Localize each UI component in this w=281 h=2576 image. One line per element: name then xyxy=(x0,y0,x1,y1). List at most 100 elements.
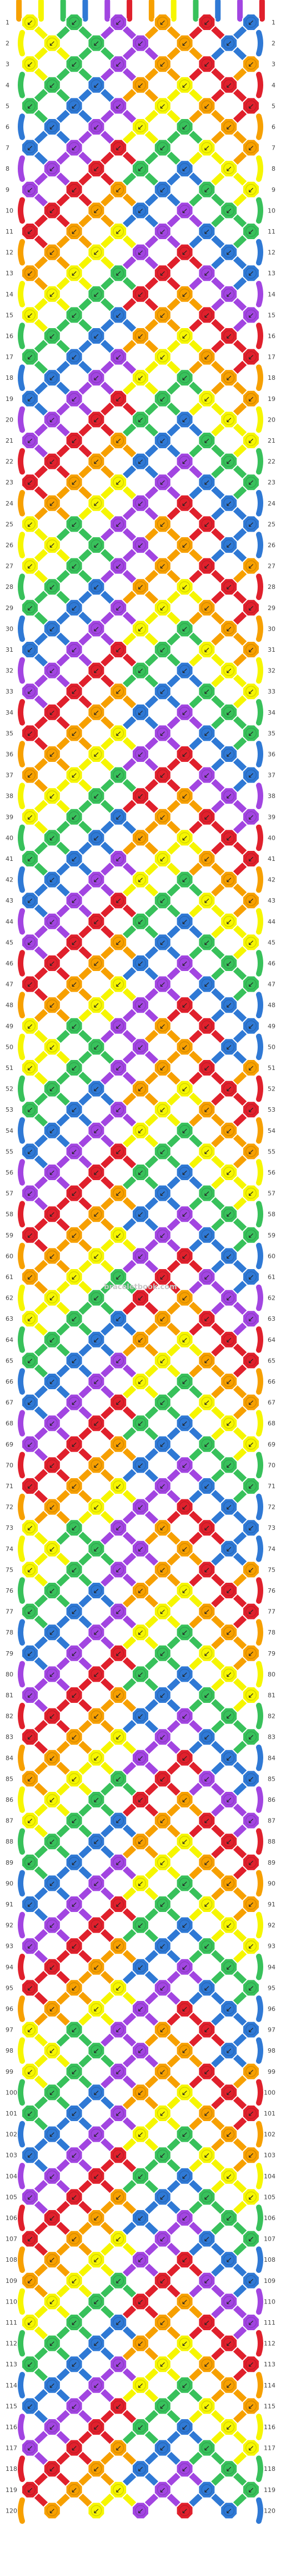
knot: ↙ xyxy=(220,1163,238,1181)
edge-strand xyxy=(18,2163,25,2189)
knot: ↙ xyxy=(220,1205,238,1223)
row-number: 74 xyxy=(268,1545,275,1553)
knot: ↙ xyxy=(87,285,106,303)
knot: ↙ xyxy=(153,2062,172,2080)
row-number: 81 xyxy=(268,1692,275,1699)
knot-direction-arrow: ↙ xyxy=(182,81,188,90)
knot: ↙ xyxy=(21,598,39,617)
row-number: 70 xyxy=(6,1462,13,1469)
knot: ↙ xyxy=(109,1101,128,1119)
knot-direction-arrow: ↙ xyxy=(93,2214,100,2223)
knot-direction-arrow: ↙ xyxy=(159,520,166,529)
knot-direction-arrow: ↙ xyxy=(182,2297,188,2306)
knot: ↙ xyxy=(65,1979,83,1997)
knot-direction-arrow: ↙ xyxy=(49,1252,56,1261)
edge-strand xyxy=(256,1368,263,1395)
knot-direction-arrow: ↙ xyxy=(225,249,232,257)
row-number: 42 xyxy=(268,876,275,884)
knot-direction-arrow: ↙ xyxy=(225,1628,232,1637)
knot-direction-arrow: ↙ xyxy=(71,2319,78,2327)
knot: ↙ xyxy=(153,55,172,73)
edge-strand xyxy=(256,1326,263,1353)
knot-direction-arrow: ↙ xyxy=(49,1587,56,1596)
knot-direction-arrow: ↙ xyxy=(182,2131,188,2139)
knot: ↙ xyxy=(21,2355,39,2374)
knot: ↙ xyxy=(65,1602,83,1621)
row-number: 55 xyxy=(268,1148,275,1155)
knot: ↙ xyxy=(242,1728,260,1746)
knot-direction-arrow: ↙ xyxy=(204,2193,210,2202)
knot: ↙ xyxy=(220,2292,238,2311)
knot: ↙ xyxy=(242,766,260,784)
edge-strand xyxy=(18,1284,25,1311)
knot-direction-arrow: ↙ xyxy=(159,144,166,153)
knot: ↙ xyxy=(242,432,260,449)
row-number: 77 xyxy=(6,1608,13,1616)
knot-direction-arrow: ↙ xyxy=(27,395,33,404)
row-number: 21 xyxy=(268,437,275,444)
knot: ↙ xyxy=(21,348,39,366)
knot: ↙ xyxy=(220,1539,238,1558)
knot-direction-arrow: ↙ xyxy=(49,374,56,383)
knot-direction-arrow: ↙ xyxy=(27,855,33,864)
knot: ↙ xyxy=(87,2460,106,2478)
knot-direction-arrow: ↙ xyxy=(159,269,166,278)
knot-direction-arrow: ↙ xyxy=(182,709,188,717)
edge-strand xyxy=(256,1284,263,1311)
row-number: 38 xyxy=(268,792,275,800)
knot: ↙ xyxy=(175,1121,194,1140)
knot-direction-arrow: ↙ xyxy=(225,1419,232,1428)
watermark: braceletbook.com xyxy=(104,1283,177,1291)
knot-direction-arrow: ↙ xyxy=(115,1147,122,1156)
knot: ↙ xyxy=(43,1748,61,1767)
knot-direction-arrow: ↙ xyxy=(137,415,144,424)
knot-direction-arrow: ↙ xyxy=(182,2088,188,2097)
knot-direction-arrow: ↙ xyxy=(137,1837,144,1846)
edge-strand xyxy=(18,615,25,642)
knot-direction-arrow: ↙ xyxy=(137,206,144,215)
knot: ↙ xyxy=(132,2042,149,2060)
knot-direction-arrow: ↙ xyxy=(115,437,122,445)
edge-strand xyxy=(18,1493,25,1520)
knot-direction-arrow: ↙ xyxy=(225,1210,232,1219)
knot-direction-arrow: ↙ xyxy=(93,750,100,759)
knot-direction-arrow: ↙ xyxy=(159,729,166,738)
row-number: 59 xyxy=(268,1232,275,1239)
knot: ↙ xyxy=(21,850,39,868)
knot-direction-arrow: ↙ xyxy=(137,2088,144,2097)
knot-direction-arrow: ↙ xyxy=(115,1231,122,1240)
knot: ↙ xyxy=(175,76,194,94)
knot: ↙ xyxy=(87,1163,106,1181)
knot: ↙ xyxy=(175,1916,194,1934)
knot-direction-arrow: ↙ xyxy=(182,123,188,132)
knot-direction-arrow: ↙ xyxy=(248,1022,254,1031)
row-number: 16 xyxy=(268,333,275,340)
knot-direction-arrow: ↙ xyxy=(225,667,232,676)
row-number: 3 xyxy=(6,61,9,68)
knot-direction-arrow: ↙ xyxy=(225,1127,232,1136)
knot: ↙ xyxy=(153,473,172,492)
knot: ↙ xyxy=(132,1289,149,1307)
knot: ↙ xyxy=(198,1310,216,1328)
knot: ↙ xyxy=(153,1477,172,1495)
knot: ↙ xyxy=(21,1811,39,1830)
knot: ↙ xyxy=(153,2314,172,2331)
knot-direction-arrow: ↙ xyxy=(204,437,210,445)
knot: ↙ xyxy=(242,1979,260,1997)
edge-strand xyxy=(256,448,263,475)
edge-strand xyxy=(18,1619,25,1646)
knot: ↙ xyxy=(153,1602,172,1621)
knot: ↙ xyxy=(21,2480,39,2499)
knot: ↙ xyxy=(132,327,149,345)
knot: ↙ xyxy=(220,2167,238,2185)
knot-direction-arrow: ↙ xyxy=(248,2193,254,2202)
row-number: 109 xyxy=(264,2277,275,2285)
knot-center xyxy=(157,100,168,112)
knot: ↙ xyxy=(220,1121,238,1140)
knot: ↙ xyxy=(65,975,83,993)
edge-strand xyxy=(18,741,25,767)
row-number: 24 xyxy=(268,500,275,507)
knot-direction-arrow: ↙ xyxy=(204,687,210,696)
knot: ↙ xyxy=(132,578,149,596)
knot-direction-arrow: ↙ xyxy=(225,583,232,592)
